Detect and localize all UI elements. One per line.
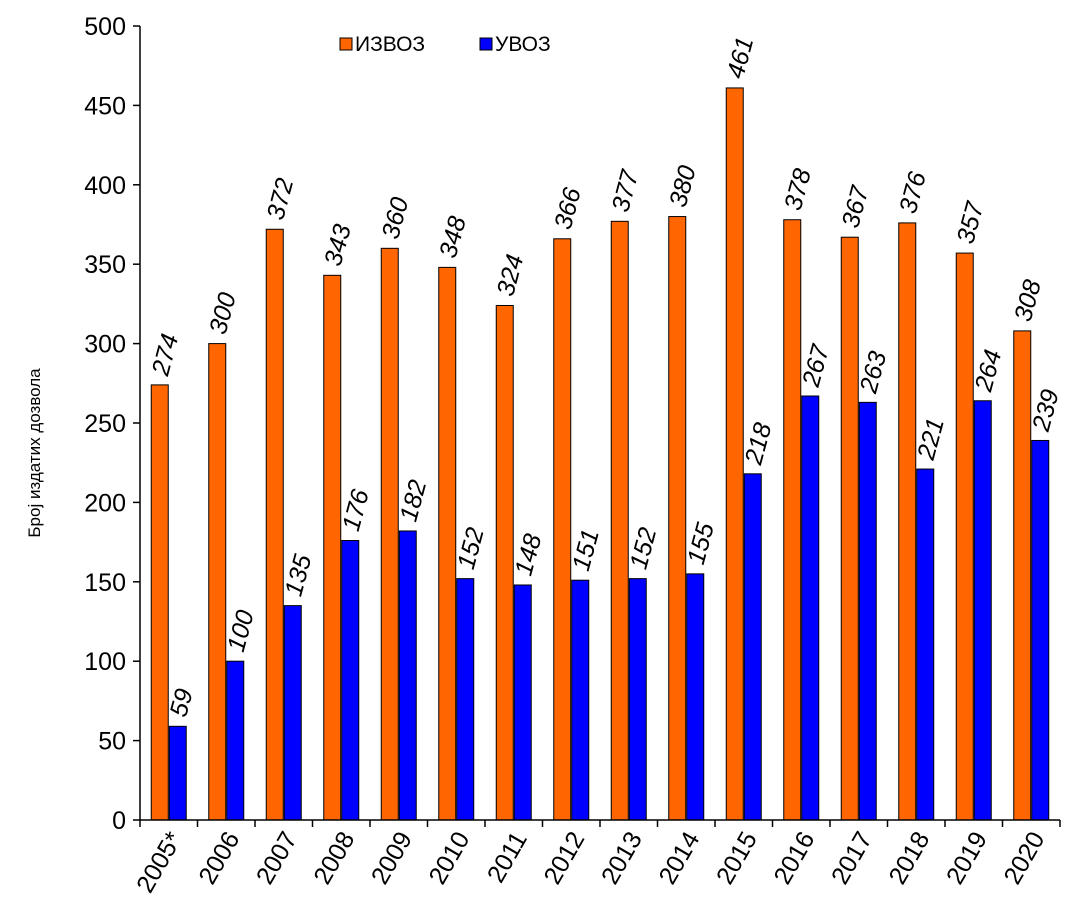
bar-izvoz [610,220,629,821]
bar-izvoz [265,228,284,821]
data-label-uvoz: 218 [739,420,777,469]
data-label-uvoz: 264 [969,347,1007,396]
y-tick-label: 0 [112,807,126,835]
bar-izvoz [208,343,227,821]
bar-uvoz [168,725,187,821]
bar-uvoz [1031,439,1050,821]
x-tick-label: 2008 [308,827,360,889]
data-label-izvoz: 461 [721,34,759,82]
data-label-uvoz: 135 [279,552,317,600]
bars-layer [150,87,1050,821]
y-tick-label: 300 [84,331,126,359]
bar-uvoz [628,578,647,821]
data-label-izvoz: 308 [1009,277,1047,325]
bar-uvoz [686,573,705,821]
data-label-uvoz: 155 [682,520,720,568]
y-axis-label: Број издатих дозвола [25,368,44,538]
data-label-izvoz: 360 [376,194,414,242]
x-tick-label: 2020 [998,827,1050,889]
y-tick-label: 350 [84,251,126,279]
y-tick-label: 100 [84,648,126,676]
data-label-uvoz: 151 [567,526,605,574]
data-label-uvoz: 239 [1027,386,1065,435]
data-label-izvoz: 274 [146,331,184,380]
bar-izvoz [553,238,572,821]
legend-label-uvoz: УВОЗ [495,33,551,56]
data-label-uvoz: 221 [912,415,950,464]
bar-uvoz [283,605,302,821]
bar-izvoz [668,216,687,821]
bar-izvoz [150,384,169,821]
x-tick-label: 2013 [596,827,648,889]
bar-izvoz [1013,330,1032,821]
bar-izvoz [840,236,859,821]
data-label-uvoz: 152 [452,525,490,573]
x-tick-label: 2014 [653,827,705,889]
data-label-izvoz: 367 [836,182,874,231]
y-tick-label: 250 [84,410,126,438]
bar-uvoz [456,578,475,821]
bar-izvoz [438,266,457,821]
bar-izvoz [323,274,342,821]
y-tick-label: 500 [84,13,126,41]
bar-uvoz [341,540,360,821]
x-tick-label: 2019 [941,827,993,889]
data-label-izvoz: 357 [951,198,989,247]
legend-label-izvoz: ИЗВОЗ [355,33,425,56]
bar-izvoz [898,222,917,821]
x-tick-label: 2006 [193,827,245,889]
x-tick-label: 2007 [251,827,303,889]
bar-izvoz [495,304,514,821]
data-label-izvoz: 378 [779,166,817,214]
legend: ИЗВОЗ УВОЗ [339,33,551,56]
data-label-uvoz: 100 [222,607,260,655]
data-label-uvoz: 148 [509,531,547,579]
x-tick-label: 2015 [711,827,763,889]
x-tick-label: 2011 [482,827,533,888]
x-tick-label: 2009 [366,827,418,889]
bar-izvoz [783,219,802,821]
data-label-izvoz: 380 [664,162,702,210]
bar-izvoz [380,247,399,821]
data-label-izvoz: 376 [894,169,932,217]
data-label-izvoz: 377 [606,166,644,215]
y-tick-label: 200 [84,489,126,517]
legend-swatch-izvoz [339,37,353,51]
data-label-izvoz: 300 [204,290,242,338]
bar-uvoz [973,400,992,821]
bar-uvoz [801,395,820,821]
x-tick-label: 2018 [883,827,935,889]
data-label-izvoz: 372 [261,175,299,223]
x-tick-label: 2010 [423,827,475,889]
x-tick-label: 2012 [538,827,590,889]
data-label-uvoz: 263 [854,348,892,397]
data-label-uvoz: 267 [797,341,835,391]
data-label-uvoz: 182 [394,477,432,525]
y-tick-label: 400 [84,172,126,200]
data-label-uvoz: 59 [164,686,198,720]
y-tick-label: 50 [98,728,126,756]
bar-uvoz [743,473,762,821]
x-tick-label: 2017 [826,827,878,889]
bar-uvoz [513,584,532,821]
x-tick-label: 2005* [131,827,188,898]
bar-izvoz [955,252,974,821]
x-tick-label: 2016 [768,827,820,889]
legend-swatch-uvoz [479,37,493,51]
data-label-izvoz: 343 [319,221,357,269]
data-label-uvoz: 176 [337,486,375,534]
data-label-izvoz: 366 [549,185,587,233]
bar-uvoz [226,660,245,821]
data-label-izvoz: 348 [434,213,472,261]
data-label-izvoz: 324 [491,251,529,299]
bar-uvoz [916,468,935,821]
y-tick-label: 150 [84,569,126,597]
bar-uvoz [858,401,877,821]
bar-uvoz [571,579,590,821]
bar-uvoz [398,530,417,821]
data-label-uvoz: 152 [624,525,662,573]
y-tick-label: 450 [84,92,126,120]
